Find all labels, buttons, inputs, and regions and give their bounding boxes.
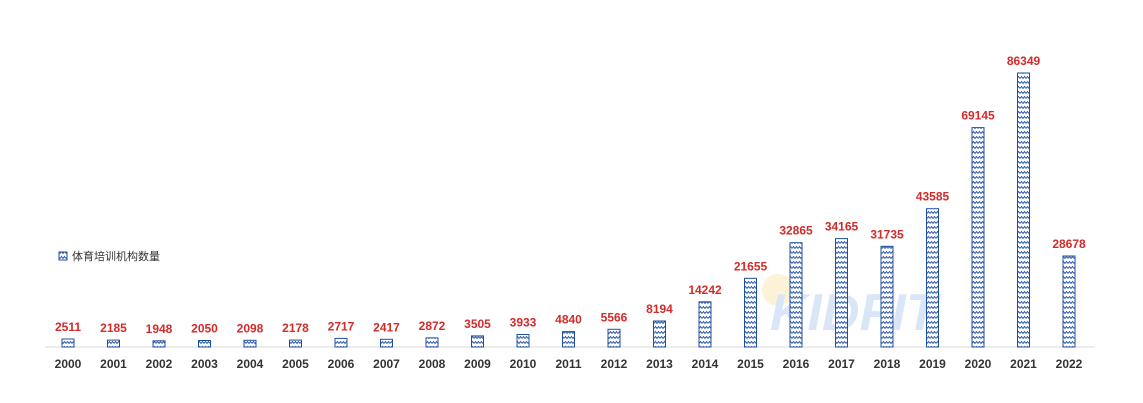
bar-2020	[971, 127, 985, 348]
x-tick-label-2013: 2013	[646, 357, 673, 371]
value-label-2000: 2511	[55, 320, 81, 334]
bar-2003	[198, 340, 211, 348]
value-label-2018: 31735	[870, 227, 904, 241]
value-label-2009: 3505	[464, 317, 491, 331]
x-tick-label-2014: 2014	[692, 357, 719, 371]
bar-2004	[243, 339, 257, 348]
legend: 体育培训机构数量	[58, 249, 160, 263]
value-label-2012: 5566	[601, 310, 628, 324]
x-tick-label-2017: 2017	[828, 357, 855, 371]
value-label-2011: 4840	[555, 313, 582, 327]
value-label-2010: 3933	[510, 316, 537, 330]
bar-2021	[1017, 72, 1030, 348]
x-tick-label-2021: 2021	[1010, 357, 1037, 371]
bar-2007	[380, 338, 393, 348]
x-tick-label-2009: 2009	[464, 357, 491, 371]
bar-2019	[926, 208, 939, 348]
x-tick-label-2002: 2002	[146, 357, 173, 371]
x-tick-label-2005: 2005	[282, 357, 309, 371]
bar-2014	[698, 301, 712, 348]
x-tick-label-2020: 2020	[965, 357, 992, 371]
value-label-2006: 2717	[328, 319, 355, 333]
x-tick-label-2010: 2010	[510, 357, 537, 371]
bar-2016	[789, 242, 803, 348]
bar-2022	[1062, 255, 1076, 348]
x-tick-label-2004: 2004	[237, 357, 264, 371]
x-tick-label-2012: 2012	[601, 357, 628, 371]
value-label-2004: 2098	[237, 321, 264, 335]
value-label-2017: 34165	[825, 220, 859, 234]
bar-2002	[152, 340, 166, 348]
x-tick-label-2007: 2007	[373, 357, 400, 371]
bar-2005	[289, 339, 302, 348]
bar-2012	[607, 328, 621, 348]
bar-2011	[562, 331, 575, 348]
value-label-2002: 1948	[146, 322, 173, 336]
x-tick-label-2000: 2000	[55, 357, 82, 371]
bar-2017	[835, 238, 848, 348]
value-label-2021: 86349	[1007, 54, 1041, 68]
x-tick-label-2001: 2001	[100, 357, 127, 371]
value-label-2019: 43585	[916, 190, 950, 204]
value-label-2003: 2050	[191, 322, 218, 336]
bar-2010	[516, 334, 530, 348]
value-label-2022: 28678	[1052, 237, 1086, 251]
value-label-2005: 2178	[282, 321, 309, 335]
x-tick-label-2011: 2011	[555, 357, 581, 371]
bar-2015	[744, 277, 757, 348]
bar-2000	[61, 338, 75, 348]
value-label-2013: 8194	[646, 302, 673, 316]
watermark-logo: KIDFIT	[762, 274, 942, 342]
x-tick-label-2015: 2015	[737, 357, 764, 371]
bar-2018	[880, 245, 894, 348]
value-label-2016: 32865	[779, 224, 813, 238]
x-tick-label-2016: 2016	[783, 357, 810, 371]
legend-swatch	[58, 251, 68, 261]
value-label-2001: 2185	[100, 321, 127, 335]
x-tick-label-2022: 2022	[1056, 357, 1083, 371]
bar-2008	[425, 337, 439, 348]
x-tick-label-2018: 2018	[874, 357, 901, 371]
x-tick-label-2019: 2019	[919, 357, 946, 371]
x-tick-label-2003: 2003	[191, 357, 218, 371]
bar-2001	[107, 339, 120, 348]
x-tick-label-2006: 2006	[328, 357, 355, 371]
bar-2009	[471, 335, 484, 348]
bar-2006	[334, 337, 348, 348]
bar-2013	[653, 320, 666, 348]
x-tick-label-2008: 2008	[419, 357, 446, 371]
value-label-2008: 2872	[419, 319, 446, 333]
value-label-2014: 14242	[688, 283, 722, 297]
value-label-2007: 2417	[373, 320, 400, 334]
legend-label: 体育培训机构数量	[72, 249, 160, 263]
value-label-2020: 69145	[961, 109, 995, 123]
value-label-2015: 21655	[734, 259, 768, 273]
